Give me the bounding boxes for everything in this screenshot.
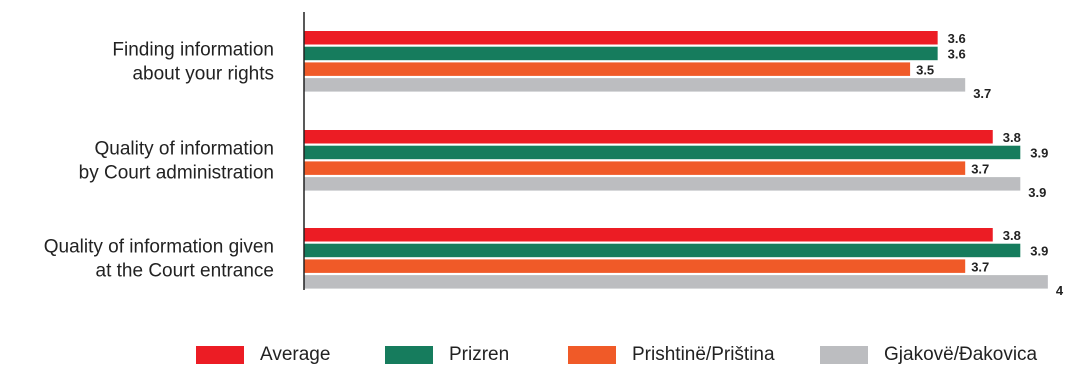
legend-swatch-prizren [385, 346, 433, 364]
bar-prizren-rights-info [304, 46, 938, 61]
bars [304, 31, 1048, 289]
value-label-gjakove-akovica-court-admin-info: 3.9 [1028, 185, 1046, 200]
value-label-prizren-rights-info: 3.6 [948, 47, 966, 62]
legend-item-prishtine: Prishtinë/Priština [568, 344, 775, 366]
bar-prizren-court-admin-info [304, 145, 1021, 160]
legend-item-gjakove: Gjakovë/Đakovica [820, 344, 1037, 366]
value-label-gjakove-akovica-court-entrance-info: 4 [1056, 283, 1064, 298]
legend-label-gjakove: Gjakovë/Đakovica [884, 344, 1038, 365]
category-label-rights-info-line2: about your rights [132, 63, 274, 84]
value-label-average-court-admin-info: 3.8 [1003, 130, 1021, 145]
legend-label-prizren: Prizren [449, 344, 510, 365]
value-label-prishtine-pris-tina-court-entrance-info: 3.7 [971, 259, 989, 274]
bar-average-court-entrance-info [304, 228, 993, 242]
category-label-rights-info-line1: Finding information [112, 39, 274, 60]
value-label-prizren-court-entrance-info: 3.9 [1030, 244, 1048, 259]
legend-label-prishtine: Prishtinë/Priština [632, 344, 775, 365]
legend: Average Prizren Prishtinë/Priština Gjako… [0, 344, 1083, 374]
legend-item-average: Average [196, 344, 330, 366]
bar-prishtine-pris-tina-court-entrance-info [304, 259, 966, 273]
category-label-court-admin-info-line2: by Court administration [79, 162, 274, 183]
value-label-prizren-court-admin-info: 3.9 [1030, 146, 1048, 161]
category-label-court-entrance-info-line2: at the Court entrance [96, 260, 275, 281]
value-labels: 3.63.6 3.5 3.7 3.8 3.9 3.7 3.9 3.8 3.9 3.7 4 [916, 31, 1064, 298]
legend-label-average: Average [260, 344, 331, 365]
value-label-prishtine-pris-tina-rights-info: 3.5 [916, 62, 934, 77]
category-label-court-admin-info-line1: Quality of information [94, 138, 274, 159]
value-label-prishtine-pris-tina-court-admin-info: 3.7 [971, 161, 989, 176]
value-label-average-court-entrance-info: 3.8 [1003, 228, 1021, 243]
legend-swatch-gjakove [820, 346, 868, 364]
legend-swatch-prishtine [568, 346, 616, 364]
bar-gjakove-akovica-court-entrance-info [304, 275, 1048, 289]
value-label-gjakove-akovica-rights-info: 3.7 [973, 86, 991, 101]
bar-prishtine-pris-tina-rights-info [304, 62, 911, 76]
bar-prishtine-pris-tina-court-admin-info [304, 161, 966, 175]
value-label-average-rights-info: 3.6 [948, 31, 966, 46]
bar-gjakove-akovica-court-admin-info [304, 177, 1021, 191]
bar-average-court-admin-info [304, 130, 993, 144]
bar-average-rights-info [304, 31, 938, 45]
bar-prizren-court-entrance-info [304, 243, 1021, 258]
category-labels: Finding information about your rights Qual… [44, 39, 274, 281]
bar-gjakove-akovica-rights-info [304, 78, 966, 92]
legend-item-prizren: Prizren [385, 344, 509, 366]
category-label-court-entrance-info-line1: Quality of information given [44, 236, 274, 257]
legend-swatch-average [196, 346, 244, 364]
